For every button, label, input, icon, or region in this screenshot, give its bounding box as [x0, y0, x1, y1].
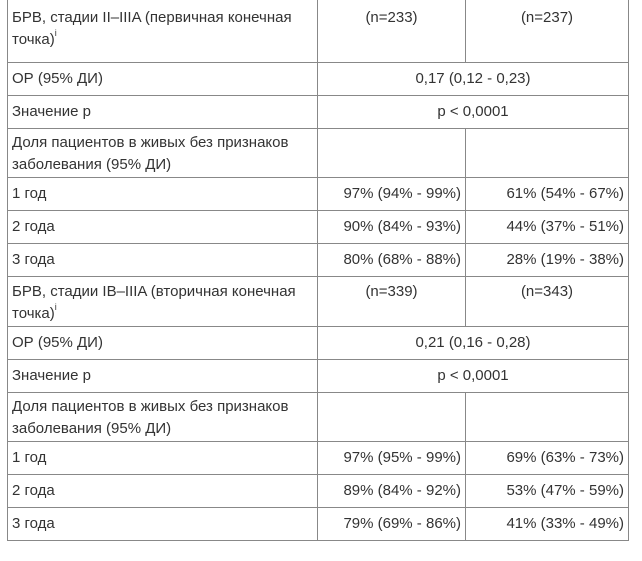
group-a-value: 97% (94% - 99%): [317, 177, 466, 211]
hr-label: ОР (95% ДИ): [7, 326, 318, 360]
group-b-value: 53% (47% - 59%): [465, 474, 629, 508]
empty-cell: [317, 128, 466, 178]
group-a-n: (n=339): [317, 276, 466, 327]
footnote-marker: i: [54, 28, 57, 38]
group-a-n: (n=233): [317, 0, 466, 63]
year-label: 1 год: [7, 441, 318, 475]
table-row: Доля пациентов в живых без признаков заб…: [7, 128, 629, 178]
p-label: Значение р: [7, 95, 318, 129]
year-label: 3 года: [7, 507, 318, 541]
year-label: 3 года: [7, 243, 318, 277]
dfs-label: Доля пациентов в живых без признаков заб…: [7, 128, 318, 178]
p-value: p < 0,0001: [317, 95, 629, 129]
p-label: Значение р: [7, 359, 318, 393]
table-row: БРВ, стадии IB–IIIA (вторичная конечная …: [7, 276, 629, 327]
table-row: Доля пациентов в живых без признаков заб…: [7, 392, 629, 442]
group-a-value: 97% (95% - 99%): [317, 441, 466, 475]
table-row: 1 год 97% (95% - 99%) 69% (63% - 73%): [7, 441, 629, 475]
hr-label: ОР (95% ДИ): [7, 62, 318, 96]
empty-cell: [465, 392, 629, 442]
table-row: 2 года 89% (84% - 92%) 53% (47% - 59%): [7, 474, 629, 508]
table-row: 3 года 79% (69% - 86%) 41% (33% - 49%): [7, 507, 629, 541]
footnote-marker: i: [54, 302, 57, 312]
hr-value: 0,21 (0,16 - 0,28): [317, 326, 629, 360]
table-row: 1 год 97% (94% - 99%) 61% (54% - 67%): [7, 177, 629, 211]
dfs-label: Доля пациентов в живых без признаков заб…: [7, 392, 318, 442]
year-label: 1 год: [7, 177, 318, 211]
group-b-n: (n=343): [465, 276, 629, 327]
table-row: 3 года 80% (68% - 88%) 28% (19% - 38%): [7, 243, 629, 277]
table-row: Значение р p < 0,0001: [7, 95, 629, 129]
table-row: БРВ, стадии II–IIIA (первичная конечная …: [7, 0, 629, 63]
results-table: БРВ, стадии II–IIIA (первичная конечная …: [7, 0, 629, 541]
table-row: 2 года 90% (84% - 93%) 44% (37% - 51%): [7, 210, 629, 244]
empty-cell: [465, 128, 629, 178]
table-row: ОР (95% ДИ) 0,21 (0,16 - 0,28): [7, 326, 629, 360]
group-a-value: 80% (68% - 88%): [317, 243, 466, 277]
group-b-n: (n=237): [465, 0, 629, 63]
table-row: Значение р p < 0,0001: [7, 359, 629, 393]
year-label: 2 года: [7, 474, 318, 508]
hr-value: 0,17 (0,12 - 0,23): [317, 62, 629, 96]
group-b-value: 61% (54% - 67%): [465, 177, 629, 211]
p-value: p < 0,0001: [317, 359, 629, 393]
group-a-value: 89% (84% - 92%): [317, 474, 466, 508]
empty-cell: [317, 392, 466, 442]
section-label: БРВ, стадии IB–IIIA (вторичная конечная …: [7, 276, 318, 327]
group-a-value: 90% (84% - 93%): [317, 210, 466, 244]
group-b-value: 44% (37% - 51%): [465, 210, 629, 244]
group-a-value: 79% (69% - 86%): [317, 507, 466, 541]
section-label: БРВ, стадии II–IIIA (первичная конечная …: [7, 0, 318, 63]
group-b-value: 41% (33% - 49%): [465, 507, 629, 541]
year-label: 2 года: [7, 210, 318, 244]
group-b-value: 28% (19% - 38%): [465, 243, 629, 277]
table-row: ОР (95% ДИ) 0,17 (0,12 - 0,23): [7, 62, 629, 96]
group-b-value: 69% (63% - 73%): [465, 441, 629, 475]
